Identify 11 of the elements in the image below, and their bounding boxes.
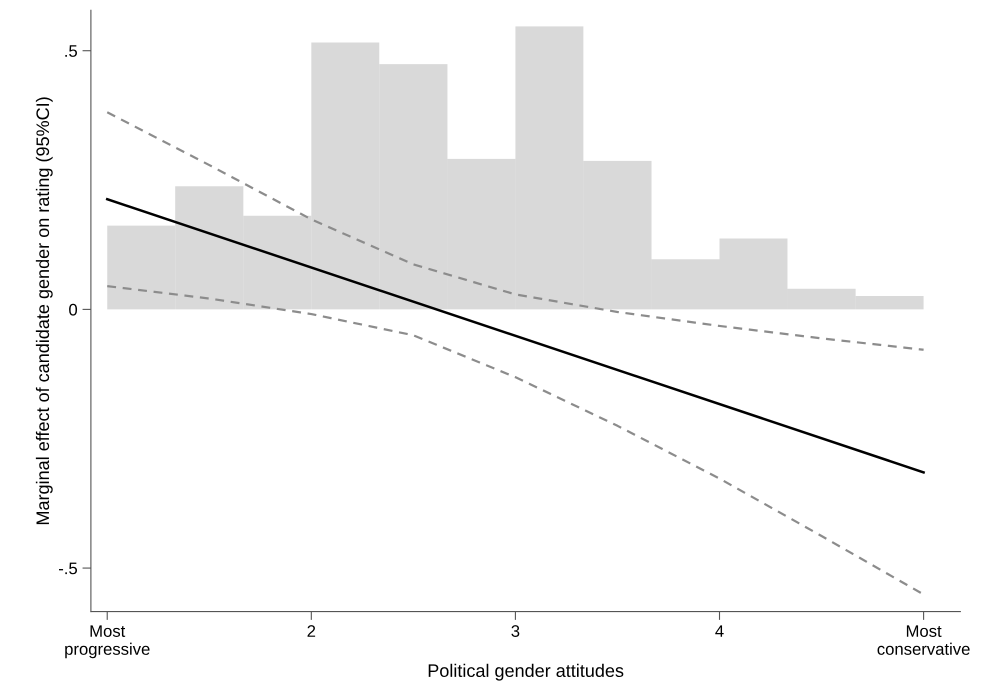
x-tick-label: 3 — [511, 625, 520, 637]
x-tick-label: 4 — [715, 625, 724, 637]
x-axis-title: Political gender attitudes — [428, 664, 624, 681]
x-tick-label: 2 — [308, 625, 316, 637]
y-tick-label: 0 — [69, 304, 78, 316]
x-tick-label: Most progressive — [65, 625, 150, 658]
y-tick-label: -.5 — [58, 562, 78, 574]
line-series — [106, 111, 925, 351]
x-tick-label: Most conservative — [878, 625, 970, 655]
y-axis-title: Marginal effect of candidate gender on rating (95%CI) — [36, 97, 53, 524]
y-tick-label: .5 — [65, 45, 78, 57]
